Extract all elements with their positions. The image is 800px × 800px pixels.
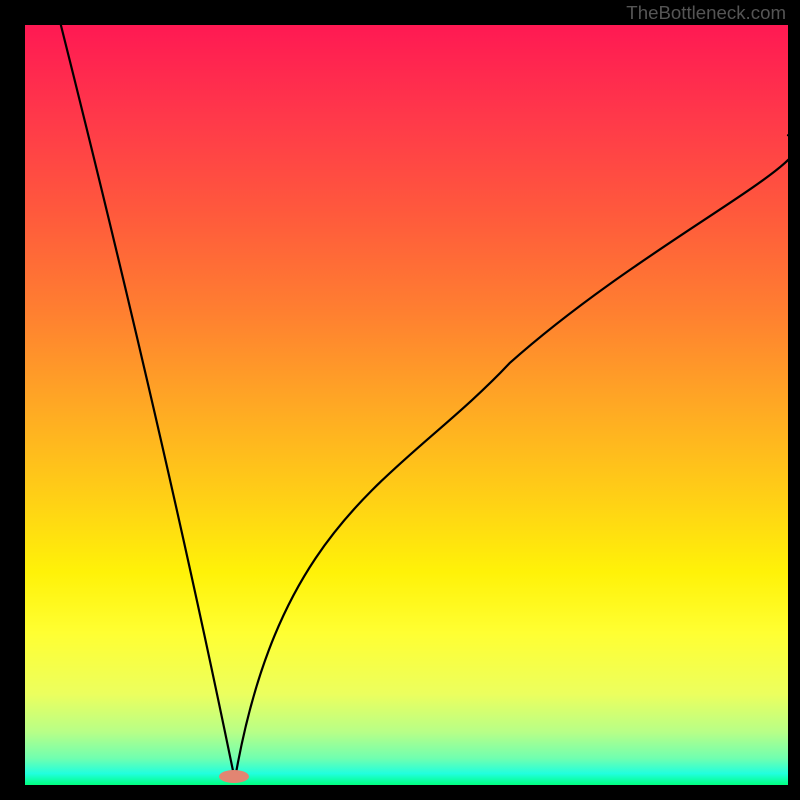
notch-curve-svg: [25, 25, 788, 785]
bottleneck-curve: [61, 25, 788, 780]
plot-area: [25, 25, 788, 785]
watermark-text: TheBottleneck.com: [626, 2, 786, 24]
